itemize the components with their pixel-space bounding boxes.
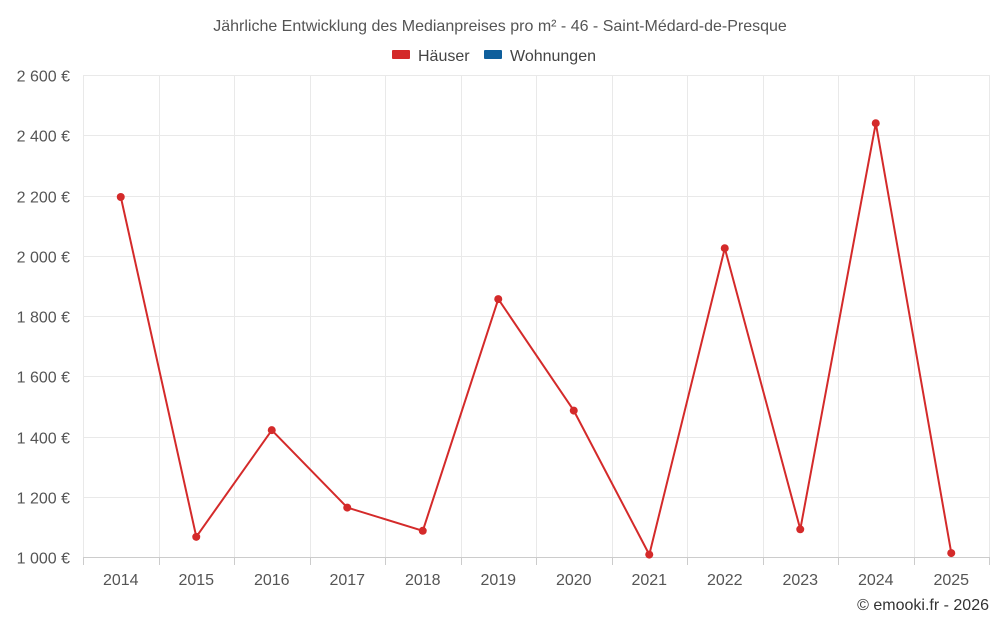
- data-point[interactable]: [494, 295, 503, 304]
- data-point[interactable]: [116, 193, 125, 202]
- x-axis: 2014 2015 2016 2017 2018 2019 2020 2021 2022 2023…: [83, 557, 990, 589]
- y-tick-label: 1 000 €: [17, 551, 70, 568]
- data-point[interactable]: [569, 406, 578, 415]
- credit-text: © emooki.fr - 2026: [857, 597, 989, 614]
- y-tick-label: 1 400 €: [17, 431, 70, 448]
- x-tick-label: 2014: [103, 572, 139, 589]
- data-point[interactable]: [343, 503, 352, 512]
- y-tick-label: 2 200 €: [17, 190, 70, 207]
- y-tick-label: 2 000 €: [17, 250, 70, 267]
- x-tick-label: 2017: [329, 572, 365, 589]
- y-tick-label: 2 600 €: [17, 69, 70, 86]
- series-line: [119, 122, 953, 556]
- legend-item-wohnungen[interactable]: Wohnungen: [484, 48, 596, 65]
- data-point[interactable]: [418, 526, 427, 535]
- x-tick-label: 2023: [782, 572, 818, 589]
- x-tick-label: 2015: [178, 572, 214, 589]
- data-point[interactable]: [645, 550, 654, 559]
- x-tick-label: 2021: [631, 572, 667, 589]
- data-point[interactable]: [796, 525, 805, 534]
- x-tick-label: 2022: [707, 572, 743, 589]
- legend-label-haeuser: Häuser: [418, 48, 470, 65]
- x-tick-label: 2018: [405, 572, 441, 589]
- chart-title: Jährliche Entwicklung des Medianpreises …: [213, 18, 787, 35]
- y-tick-label: 1 200 €: [17, 491, 70, 508]
- y-tick-label: 1 800 €: [17, 310, 70, 327]
- x-tick-label: 2024: [858, 572, 894, 589]
- y-tick-label: 1 600 €: [17, 370, 70, 387]
- x-tick-label: 2020: [556, 572, 592, 589]
- grid: [83, 75, 990, 557]
- series-haeuser: [116, 119, 956, 559]
- legend-item-haeuser[interactable]: Häuser: [392, 48, 470, 65]
- x-tick-label: 2019: [480, 572, 516, 589]
- data-point[interactable]: [192, 532, 201, 541]
- y-tick-label: 2 400 €: [17, 129, 70, 146]
- legend: Häuser Wohnungen: [392, 48, 596, 65]
- data-point[interactable]: [871, 119, 880, 128]
- legend-swatch-wohnungen: [484, 50, 502, 59]
- data-point[interactable]: [947, 549, 956, 558]
- legend-label-wohnungen: Wohnungen: [510, 48, 596, 65]
- data-point[interactable]: [720, 244, 729, 253]
- y-axis: 1 000 € 1 200 € 1 400 € 1 600 € 1 800 € 2 000…: [17, 69, 70, 568]
- x-tick-label: 2025: [933, 572, 969, 589]
- x-tick-label: 2016: [254, 572, 290, 589]
- legend-swatch-haeuser: [392, 50, 410, 59]
- data-point[interactable]: [267, 426, 276, 435]
